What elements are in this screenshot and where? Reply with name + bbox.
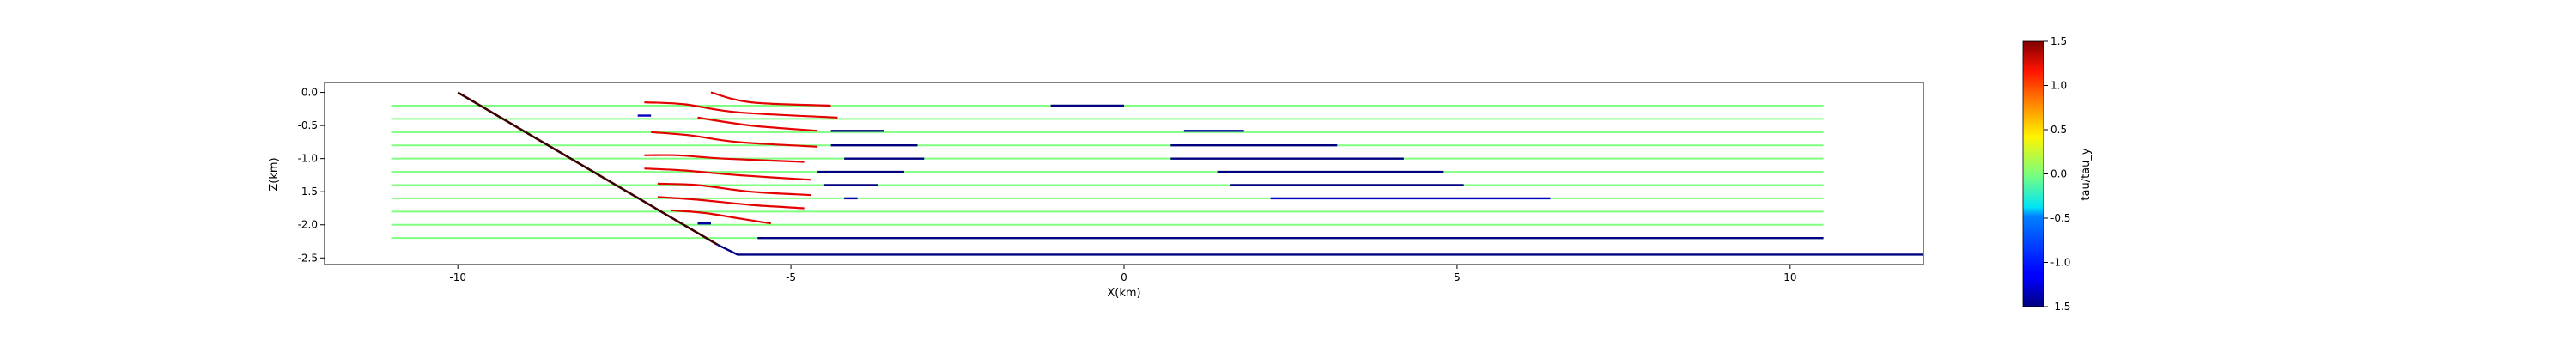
colorbar-gradient: [2022, 40, 2044, 307]
colorbar-label: tau/tau_y: [2080, 148, 2093, 200]
colorbar-tick-label: 1.5: [2050, 35, 2067, 47]
x-tick-label: 5: [1454, 271, 1461, 283]
curved-segment: [657, 182, 811, 197]
x-axis-ticks: -10 -5 0 5 10: [449, 265, 1796, 283]
y-tick-label: -2.5: [298, 252, 318, 264]
y-tick-label: -1.5: [298, 186, 318, 198]
x-tick-label: -10: [449, 271, 466, 283]
plot-area: -10 -5 0 5 10 0.0-0.5-1.0-1.5-2.0-2.5 X(km) …: [268, 82, 1924, 300]
colorbar-tick-label: 0.0: [2050, 168, 2067, 180]
colorbar-tick-label: -0.5: [2050, 212, 2070, 224]
colorbar-tick-label: -1.5: [2050, 301, 2070, 313]
x-tick-label: -5: [786, 271, 796, 283]
y-axis-ticks: 0.0 -0.5 -1.0 -1.5 -2.0 -2.5: [298, 87, 325, 264]
y-tick-label: -2.0: [298, 219, 318, 231]
curved-segment: [644, 101, 838, 119]
y-tick-label: -0.5: [298, 119, 318, 131]
curved-segment: [710, 91, 831, 107]
colorbar: 1.5 1.0 0.5 0.0 -0.5 -1.0 -1.5 tau/tau_y: [2022, 35, 2093, 313]
colorbar-ticks: 1.5 1.0 0.5 0.0 -0.5 -1.0 -1.5: [2044, 35, 2070, 313]
curved-segment: [644, 154, 805, 163]
x-axis-label: X(km): [1107, 287, 1140, 300]
curved-segment: [657, 196, 805, 210]
curved-segment: [651, 131, 818, 148]
x-tick-label: 10: [1783, 271, 1796, 283]
curved-segment: [644, 167, 811, 181]
fault-upper-line: [457, 91, 719, 247]
curved-segment: [697, 116, 818, 132]
curved-segment: [671, 209, 771, 225]
x-tick-label: 0: [1121, 271, 1127, 283]
y-axis-label: Z(km): [268, 157, 281, 191]
data-lines: [391, 91, 1923, 256]
colorbar-tick-label: 0.5: [2050, 124, 2067, 136]
colorbar-tick-label: 1.0: [2050, 80, 2067, 92]
fault-lower-line: [717, 243, 1923, 256]
y-tick-label: 0.0: [301, 87, 318, 99]
y-tick-label: -1.0: [298, 153, 318, 165]
colorbar-tick-label: -1.0: [2050, 257, 2070, 269]
